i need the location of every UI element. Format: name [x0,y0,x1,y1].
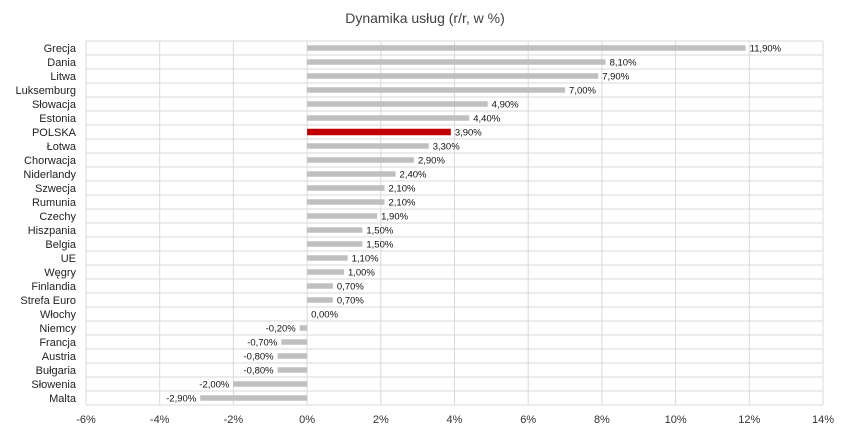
x-tick-label: 12% [738,414,760,426]
data-label: 3,30% [433,142,460,153]
chart-title: Dynamika usług (r/r, w %) [345,10,505,26]
x-tick-label: 0% [299,414,315,426]
category-label: POLSKA [32,127,77,139]
category-label: Francja [39,337,77,349]
data-label: -0,20% [266,324,297,335]
category-label: UE [61,253,76,265]
data-label: 8,10% [610,58,637,69]
category-label: Rumunia [32,197,77,209]
data-label: 2,10% [388,198,415,209]
x-tick-label: 4% [447,414,463,426]
data-label: 7,90% [602,72,629,83]
category-label: Chorwacja [24,155,77,167]
category-label: Austria [42,351,77,363]
data-label: 0,00% [311,310,338,321]
bars [200,45,746,401]
x-tick-label: 14% [812,414,834,426]
category-label: Węgry [44,267,76,279]
x-tick-label: 6% [520,414,536,426]
category-labels: Grecja Dania Litwa Luksemburg Słowacja Estoni… [15,43,76,405]
bar [277,353,308,359]
x-axis-ticks: -6% -4% -2% 0% 2% 4% 6% 8% 10% 12% 14% [76,414,834,426]
category-label: Litwa [50,71,77,83]
category-label: Finlandia [31,281,77,293]
data-label: 2,10% [388,184,415,195]
bar [307,59,606,65]
x-tick-label: 8% [594,414,610,426]
bar [233,381,308,387]
category-label: Luksemburg [15,85,76,97]
bar [277,367,308,373]
data-labels: 11,90% 8,10% 7,90% 7,00% 4,90% 4,40% 3,90% 3,30… [166,44,782,405]
category-label: Belgia [45,239,76,251]
data-label: 11,90% [750,44,782,55]
bar [299,325,308,331]
data-label: 3,90% [455,128,482,139]
data-label: -0,70% [247,338,278,349]
category-label: Grecja [44,43,77,55]
bar [307,143,429,149]
category-label: Słowacja [32,99,77,111]
bar [307,241,363,247]
data-label: 1,90% [381,212,408,223]
category-label: Szwecja [35,183,77,195]
bar [307,199,385,205]
bar [307,171,396,177]
data-label: -0,80% [244,366,275,377]
data-label: 4,40% [473,114,500,125]
category-label: Estonia [39,113,77,125]
data-label: 0,70% [337,282,364,293]
bar [307,255,348,261]
data-label: 2,90% [418,156,445,167]
category-label: Malta [49,393,77,405]
category-label: Czechy [39,211,76,223]
category-label: Dania [47,57,77,69]
bar [307,213,378,219]
bar [307,73,599,79]
bar [200,395,308,401]
data-label: 1,50% [366,226,393,237]
data-label: 1,50% [366,240,393,251]
x-tick-label: 2% [373,414,389,426]
category-label: Słowenia [31,379,77,391]
category-label: Włochy [40,309,77,321]
bar [307,128,451,136]
x-tick-label: 10% [665,414,687,426]
data-label: -0,80% [244,352,275,363]
category-label: Niderlandy [23,169,76,181]
bar [307,269,344,275]
bar [307,185,385,191]
category-label: Łotwa [47,141,77,153]
bar [307,157,414,163]
bar [307,297,333,303]
data-label: -2,00% [199,380,230,391]
data-label: 1,00% [348,268,375,279]
data-label: 2,40% [400,170,427,181]
bar [307,101,488,107]
bar [307,45,746,51]
category-label: Hiszpania [28,225,77,237]
bar [307,115,470,121]
gridlines [85,40,824,406]
x-tick-label: -2% [224,414,244,426]
bar [307,87,566,93]
bar [307,283,333,289]
data-label: 0,70% [337,296,364,307]
category-label: Niemcy [39,323,76,335]
x-tick-label: -6% [76,414,96,426]
data-label: -2,90% [166,394,197,405]
data-label: 4,90% [492,100,519,111]
x-tick-label: -4% [150,414,170,426]
data-label: 1,10% [352,254,379,265]
data-label: 7,00% [569,86,596,97]
category-label: Bułgaria [36,365,77,377]
bar [307,227,363,233]
category-label: Strefa Euro [20,295,76,307]
bar [281,339,308,345]
